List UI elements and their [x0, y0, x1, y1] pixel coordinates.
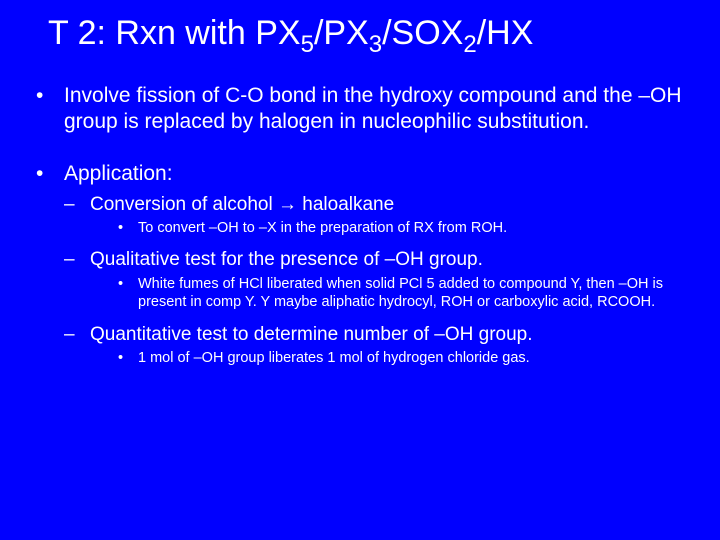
bullet-level3: • To convert –OH to –X in the preparatio…	[118, 219, 684, 237]
bullet-text: 1 mol of –OH group liberates 1 mol of hy…	[138, 349, 684, 367]
bullet-level1: • Involve fission of C-O bond in the hyd…	[36, 83, 684, 136]
bullet-marker: –	[64, 194, 90, 217]
bullet-marker: •	[118, 219, 138, 237]
bullet-text: White fumes of HCl liberated when solid …	[138, 275, 684, 311]
title-sub: 2	[463, 31, 476, 58]
bullet-text: Conversion of alcohol → haloalkane	[90, 194, 684, 217]
bullet-level2: – Qualitative test for the presence of –…	[64, 249, 684, 272]
level3-group: • To convert –OH to –X in the preparatio…	[118, 219, 684, 237]
title-part: /SOX	[382, 14, 463, 52]
bullet-marker: •	[118, 349, 138, 367]
title-sub: 5	[301, 31, 314, 58]
bullet-level3: • White fumes of HCl liberated when soli…	[118, 275, 684, 311]
bullet-text: Quantitative test to determine number of…	[90, 324, 684, 347]
bullet-marker: •	[118, 275, 138, 311]
level3-group: • 1 mol of –OH group liberates 1 mol of …	[118, 349, 684, 367]
level2-group: – Conversion of alcohol → haloalkane • T…	[64, 194, 684, 368]
bullet-marker: •	[36, 161, 64, 187]
slide-title: T 2: Rxn with PX5/PX3/SOX2/HX	[36, 14, 684, 59]
bullet-level3: • 1 mol of –OH group liberates 1 mol of …	[118, 349, 684, 367]
title-part: /PX	[314, 14, 369, 52]
level3-group: • White fumes of HCl liberated when soli…	[118, 275, 684, 311]
title-sub: 3	[369, 31, 382, 58]
title-part: /HX	[477, 14, 534, 52]
bullet-marker: –	[64, 249, 90, 272]
title-part: T 2: Rxn with PX	[48, 14, 301, 52]
bullet-text: Application:	[64, 161, 684, 187]
bullet-text: To convert –OH to –X in the preparation …	[138, 219, 684, 237]
bullet-text: Involve fission of C-O bond in the hydro…	[64, 83, 684, 136]
bullet-marker: •	[36, 83, 64, 136]
bullet-level1: • Application:	[36, 161, 684, 187]
bullet-text: Qualitative test for the presence of –OH…	[90, 249, 684, 272]
slide-container: T 2: Rxn with PX5/PX3/SOX2/HX • Involve …	[0, 0, 720, 399]
bullet-marker: –	[64, 324, 90, 347]
bullet-level2: – Conversion of alcohol → haloalkane	[64, 194, 684, 217]
bullet-level2: – Quantitative test to determine number …	[64, 324, 684, 347]
